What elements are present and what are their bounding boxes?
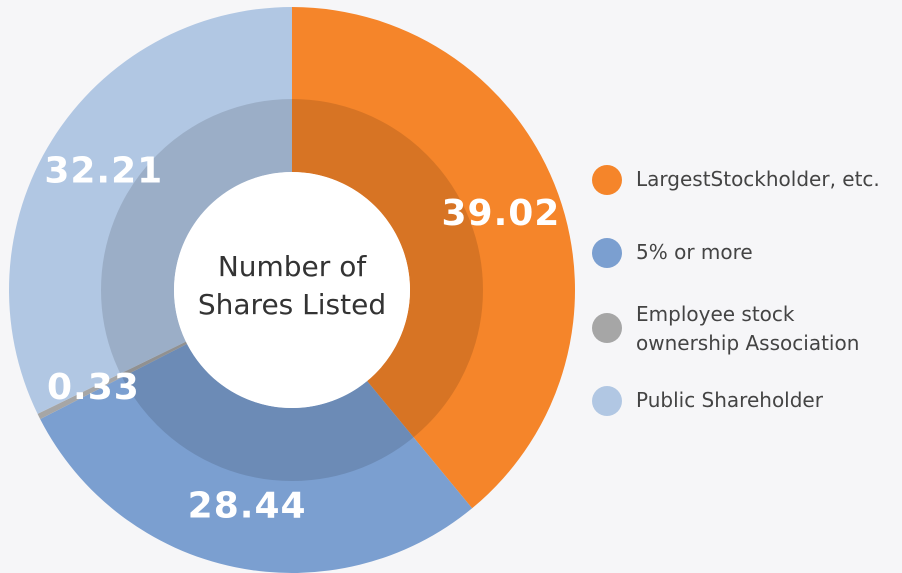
chart-title: Number of Shares Listed <box>197 250 387 321</box>
value-label: 0.33 <box>47 367 140 408</box>
legend-swatch <box>592 165 622 195</box>
inner-ring-shade <box>101 99 483 481</box>
legend-label: LargestStockholder, etc. <box>636 167 880 191</box>
value-label: 28.44 <box>188 485 307 526</box>
legend-swatch <box>592 238 622 268</box>
legend-item: Public Shareholder <box>592 386 823 416</box>
legend-label: Public Shareholder <box>636 388 823 412</box>
donut-segment <box>37 341 187 420</box>
legend-label: 5% or more <box>636 240 753 264</box>
legend-swatch <box>592 313 622 343</box>
legend-item: LargestStockholder, etc. <box>592 165 880 195</box>
donut-segment <box>40 343 473 573</box>
donut-segment <box>292 7 575 509</box>
legend-swatch <box>592 386 622 416</box>
legend-item: 5% or more <box>592 238 753 268</box>
center-hole <box>174 172 410 408</box>
value-label: 32.21 <box>44 150 163 191</box>
legend-label: Employee stock ownership Association <box>636 302 860 355</box>
value-label: 39.02 <box>441 193 560 234</box>
donut-segment <box>8 7 293 414</box>
legend-item: Employee stock ownership Association <box>592 300 886 358</box>
